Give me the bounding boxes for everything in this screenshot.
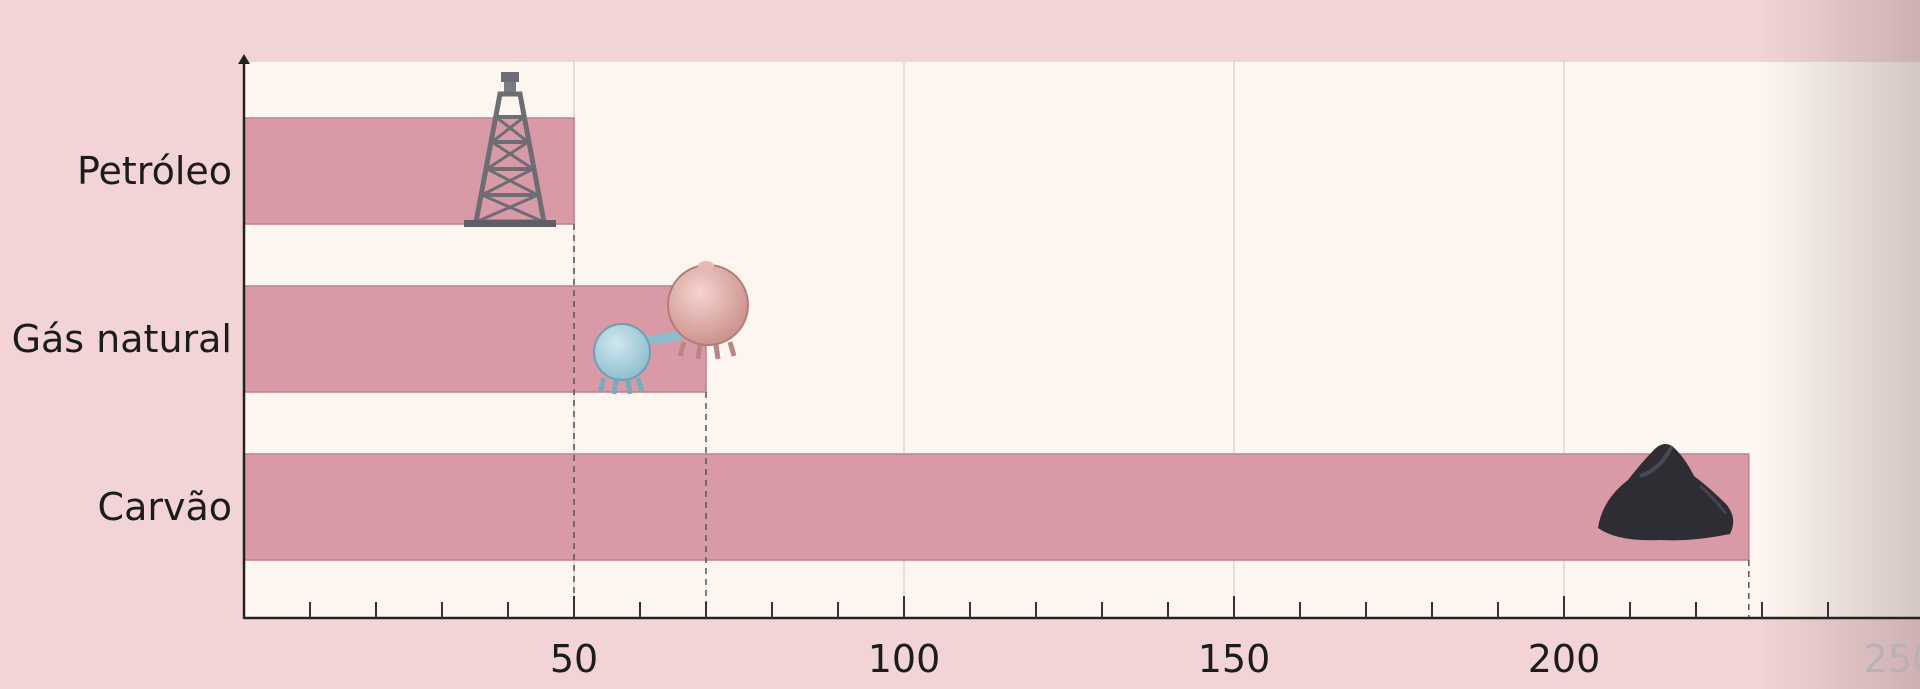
value-guide-lines	[573, 224, 1750, 618]
tick-label-150: 150	[1198, 637, 1271, 681]
tick-label-100: 100	[868, 637, 941, 681]
tick-label-200: 200	[1528, 637, 1601, 681]
category-label-petroleo: Petróleo	[77, 149, 232, 193]
tick-labels: 50 100 150 200 250	[550, 637, 1920, 681]
category-label-carvao: Carvão	[98, 485, 232, 529]
minor-ticks	[309, 596, 1829, 618]
tick-label-50: 50	[550, 637, 598, 681]
tick-label-250: 250	[1864, 637, 1920, 681]
oil-derrick-icon	[464, 72, 556, 227]
category-labels: Petróleo Gás natural Carvão	[12, 149, 232, 529]
bar-carvao	[243, 453, 1750, 561]
coal-pile-icon	[1598, 444, 1734, 541]
y-axis-arrow	[238, 54, 250, 64]
gas-tank-icon	[593, 261, 749, 395]
category-label-gas-natural: Gás natural	[12, 317, 232, 361]
